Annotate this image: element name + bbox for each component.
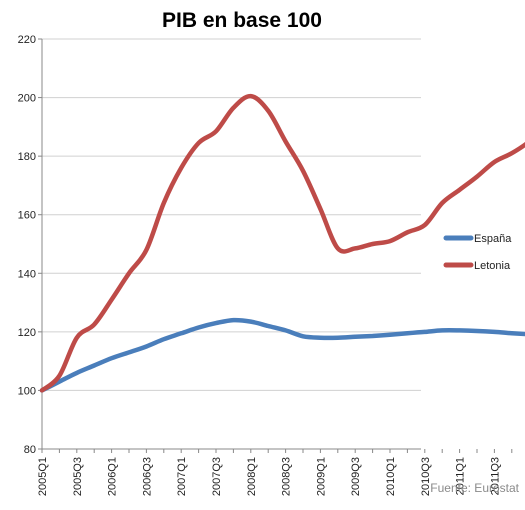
legend-label-letonia: Letonia [474,260,511,272]
x-tick-label: 2007Q1 [176,457,188,496]
y-tick-labels: 80 100 120 140 160 180 200 220 [18,34,36,456]
x-tick-label: 2008Q1 [246,457,258,496]
x-tick-label: 2010Q1 [385,457,397,496]
x-tick-label: 2009Q3 [350,457,362,496]
y-tick-label: 220 [18,34,36,46]
chart-title: PIB en base 100 [162,9,322,32]
y-tick-label: 140 [18,268,36,280]
x-tick-label: 2011Q1 [455,457,467,495]
legend: España Letonia [443,233,512,272]
x-tick-label: 2010Q3 [420,457,432,496]
legend-label-espana: España [474,233,512,245]
series-line-espana [39,317,525,393]
x-tick-label: 2009Q1 [315,457,327,496]
y-tick-label: 120 [18,327,36,339]
x-tick-label: 2011Q3 [489,457,501,495]
x-tick-label: 2008Q3 [281,457,293,496]
y-tick-label: 200 [18,93,36,105]
y-tick-label: 160 [18,210,36,222]
x-tick-label: 2005Q3 [72,457,84,496]
y-tick-label: 100 [18,385,36,397]
x-tick-label: 2007Q3 [211,457,223,496]
y-tick-label: 180 [18,151,36,163]
x-tick-label: 2006Q3 [141,457,153,496]
gridlines [42,38,421,391]
series-lines [39,93,525,393]
y-tick-label: 80 [24,444,36,456]
x-tick-label: 2006Q1 [107,457,119,496]
series-line-letonia [39,93,525,393]
x-tick-label: 2005Q1 [37,457,49,496]
source-note: Fuente: Eurostat [430,481,519,495]
x-tick-labels: 2005Q1 2005Q3 2006Q1 2006Q3 2007Q1 2007Q3 2008… [37,457,525,496]
